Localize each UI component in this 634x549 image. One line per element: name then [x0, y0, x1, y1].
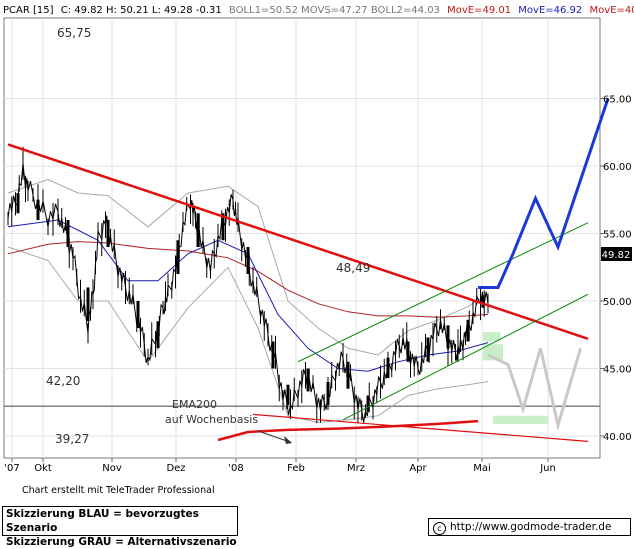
- axis-layer: 40.00 45.00 50.00 55.00 60.00 65.00 '07 Okt Nov D…: [4, 95, 631, 475]
- annotation-ema-label-2: auf Wochenbasis: [165, 413, 258, 426]
- candle-body: [326, 382, 330, 405]
- candle-body: [156, 321, 160, 349]
- x-tick-label: Nov: [102, 463, 122, 474]
- zone-layer: [483, 332, 548, 424]
- candle-body: [221, 213, 225, 241]
- x-tick-label: '07: [4, 463, 19, 474]
- ema-pointer-arrow: [284, 436, 292, 444]
- channel-green-lower: [342, 293, 589, 421]
- ema200-weekly-line: [217, 419, 479, 442]
- scenario-grey-path: [487, 347, 582, 432]
- header-ohlc: C: 49.82 H: 50.21 L: 49.28 -0.31: [61, 5, 222, 16]
- candle-body: [446, 325, 450, 349]
- candle-body: [136, 301, 140, 328]
- scenario-legend: Skizzierung BLAU = bevorzugtes Szenario …: [2, 506, 238, 548]
- copyright-icon: c: [433, 522, 446, 535]
- trend-layer: [7, 143, 589, 442]
- candle-body: [426, 337, 430, 362]
- candle-body: [481, 295, 485, 308]
- header-move2: MovE=46.92: [518, 5, 582, 16]
- candle-body: [196, 213, 200, 247]
- chart-credit: Chart erstellt mit TeleTrader Profession…: [22, 485, 215, 496]
- x-tick-label: Mrz: [347, 463, 365, 474]
- x-tick-label: Feb: [287, 463, 305, 474]
- x-tick-label: Mai: [473, 463, 491, 474]
- y-tick-label: 50.00: [603, 297, 632, 308]
- last-price-box: [601, 247, 632, 261]
- scenario-blue-path: [478, 98, 610, 289]
- x-tick-label: Jun: [539, 463, 556, 474]
- candle-body: [406, 341, 410, 362]
- y-tick-label: 55.00: [603, 230, 632, 241]
- annotation-level-high: 65,75: [57, 26, 91, 40]
- x-tick-label: '08: [228, 463, 243, 474]
- annotation-level-support: 42,20: [46, 374, 80, 388]
- x-tick-label: Okt: [34, 463, 52, 474]
- website-link[interactable]: http://www.godmode-trader.de: [450, 521, 612, 533]
- price-layer: [7, 146, 489, 424]
- header-symbol: PCAR [15]: [3, 5, 54, 16]
- candle-body: [246, 247, 250, 274]
- green-zone: [493, 415, 548, 424]
- x-tick-label: Dez: [166, 463, 185, 474]
- candle-body: [306, 368, 310, 392]
- y-tick-label: 65.00: [603, 95, 632, 106]
- candle-body: [386, 357, 390, 378]
- svg-text:PCAR [15] C: 49.82 H: 50: PCAR [15] C: 49.82 H: 50.21 L: 49.28 -0.…: [3, 5, 634, 16]
- legend-blue-line: Skizzierung BLAU = bevorzugtes Szenario: [6, 508, 199, 534]
- candle-body: [286, 384, 290, 405]
- candle-body: [66, 220, 70, 247]
- y-tick-label: 40.00: [603, 432, 632, 443]
- candle-body: [86, 287, 90, 322]
- header-indicators: BOLL1=50.52 MOVS=47.27 BOLL2=44.03: [229, 5, 440, 16]
- candle-body: [346, 361, 350, 389]
- last-price-label: 49.82: [602, 250, 631, 261]
- candle-body: [36, 199, 40, 220]
- trendline-red-upper: [7, 143, 589, 340]
- scenario-layer: [478, 98, 610, 432]
- x-tick-label: Apr: [409, 463, 427, 474]
- candle-body: [466, 319, 470, 342]
- header-move1: MovE=49.01: [447, 5, 511, 16]
- annotation-level-low: 39,27: [55, 432, 89, 446]
- y-tick-label: 45.00: [603, 365, 632, 376]
- green-zone: [483, 332, 501, 342]
- ema-pointer-line: [257, 430, 291, 443]
- y-tick-label: 60.00: [603, 162, 632, 173]
- boll-upper-line: [7, 178, 489, 356]
- candle-body: [366, 395, 370, 412]
- trendline-red-lower: [252, 413, 589, 442]
- grid-layer: [4, 18, 600, 458]
- annotation-level-mid: 48,49: [336, 261, 370, 275]
- candle-body: [176, 240, 180, 274]
- candle-body: [271, 341, 275, 369]
- website-box[interactable]: c http://www.godmode-trader.de: [428, 518, 631, 536]
- candle-body: [106, 220, 110, 247]
- annotation-ema-label-1: EMA200: [172, 398, 217, 411]
- header-move3: MovE=40.38: [589, 5, 634, 16]
- legend-grey-line: Skizzierung GRAU = Alternativszenario: [6, 536, 237, 548]
- ma-long-line: [7, 241, 489, 318]
- candle-body: [16, 193, 20, 214]
- plot-frame: [3, 17, 601, 459]
- channel-green-upper: [297, 222, 589, 363]
